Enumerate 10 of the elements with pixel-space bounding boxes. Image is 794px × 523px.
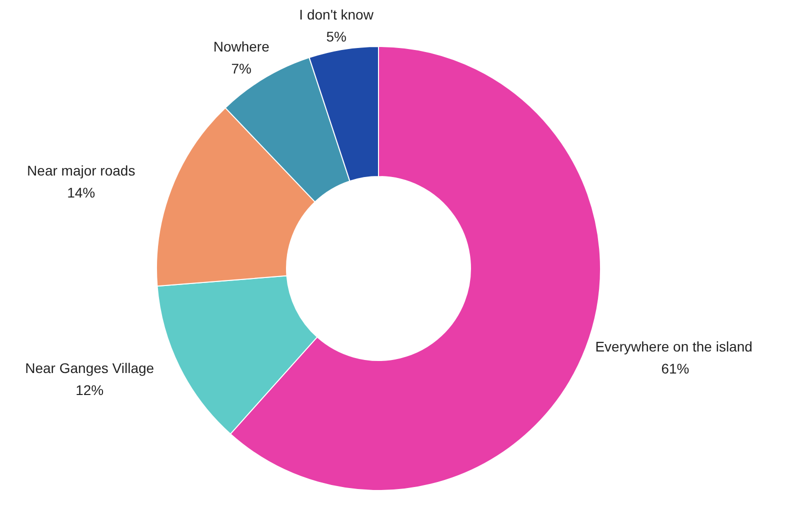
data-label: 14% — [67, 184, 96, 200]
slice-label: Near Ganges Village — [25, 360, 154, 376]
data-label: 5% — [326, 28, 346, 45]
data-label: 61% — [661, 360, 690, 377]
data-label: 7% — [231, 60, 252, 77]
slice-label: Nowhere — [213, 38, 270, 55]
slice-label: I don't know — [299, 6, 374, 23]
slice-label: Everywhere on the island — [595, 338, 752, 355]
data-label: 12% — [76, 382, 104, 398]
slice-label: Near major roads — [27, 162, 136, 178]
